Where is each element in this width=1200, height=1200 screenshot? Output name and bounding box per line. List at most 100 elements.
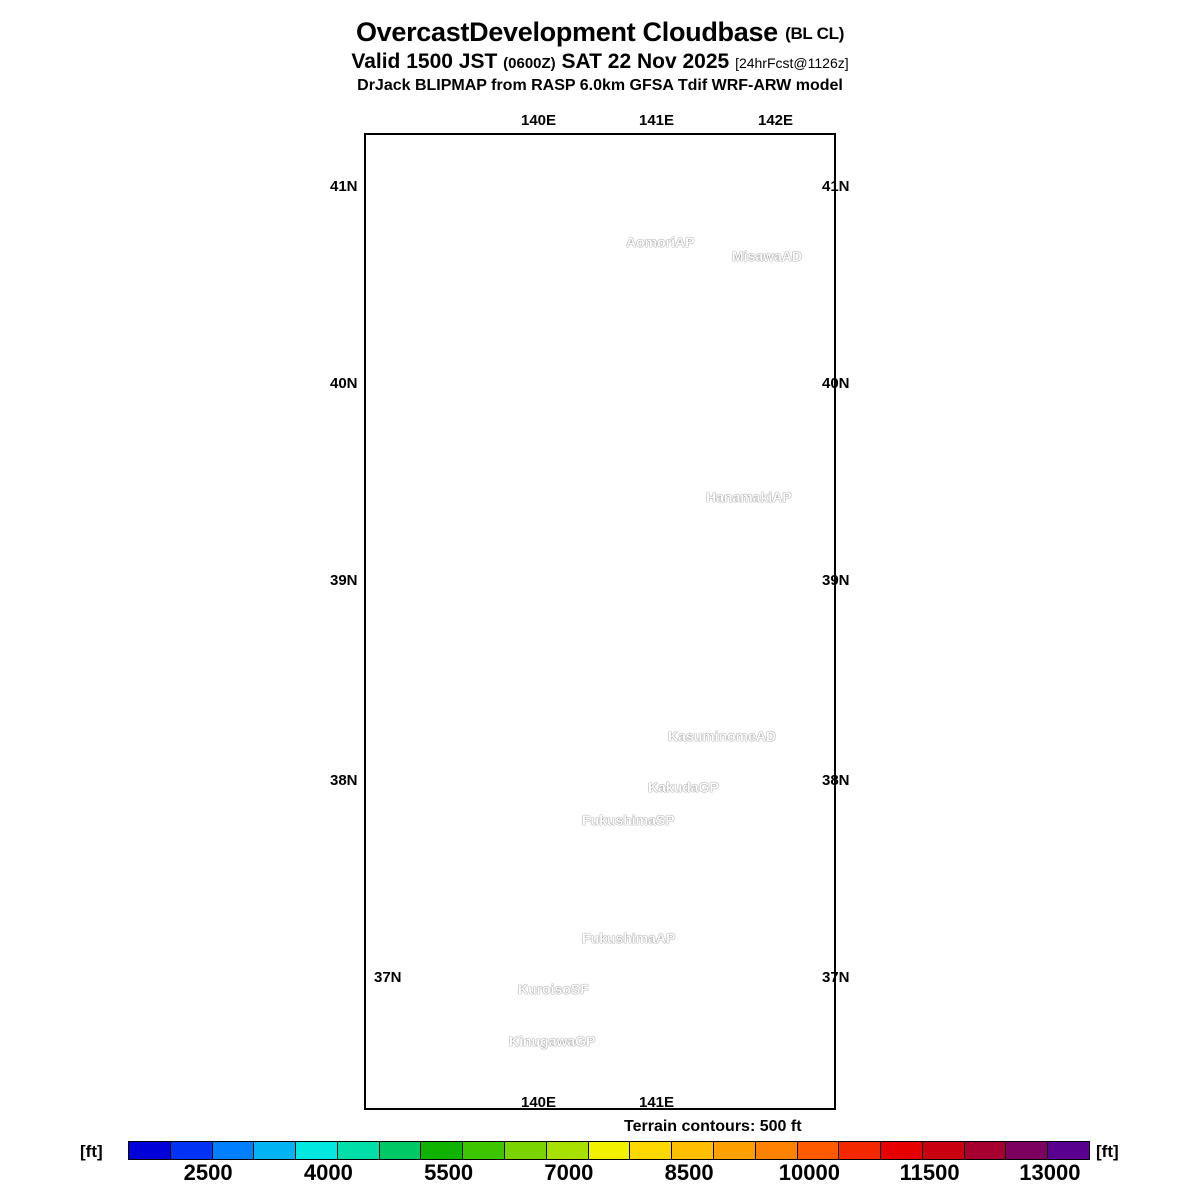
colorbar-tick: 11500	[899, 1160, 960, 1185]
station-dot-icon	[720, 252, 727, 260]
map-lat-label-left: 40N	[330, 375, 358, 392]
map-lat-label-right: 37N	[822, 969, 850, 986]
map-gridline-parallel	[366, 386, 834, 388]
station-dot-icon	[694, 493, 701, 501]
map-station-marker[interactable]: AomoriAP	[614, 234, 694, 250]
title-param-text: (BL CL)	[785, 24, 845, 43]
colorbar-swatch	[254, 1142, 297, 1159]
map-gridline-parallel	[366, 783, 834, 785]
map-lat-label-left: 38N	[330, 772, 358, 789]
colorbar-tick: 10000	[778, 1160, 840, 1185]
station-dot-icon	[656, 732, 663, 740]
map-station-marker[interactable]: KuroisoSF	[506, 981, 589, 997]
colorbar-tick: 8500	[664, 1160, 714, 1185]
colorbar-swatch	[546, 1142, 589, 1159]
map-lat-label-left: 37N	[374, 969, 402, 986]
colorbar-swatch	[881, 1142, 923, 1159]
terrain-contour-note: Terrain contours: 500 ft	[624, 1118, 802, 1135]
station-dot-icon	[570, 934, 577, 942]
colorbar-swatch	[713, 1142, 756, 1159]
colorbar-swatches	[128, 1141, 1090, 1160]
station-label: KuroisoSF	[518, 981, 589, 997]
station-label: AomoriAP	[626, 234, 695, 250]
station-dot-icon	[570, 816, 577, 824]
colorbar-swatch	[129, 1142, 171, 1159]
colorbar-tick: 5500	[424, 1160, 474, 1185]
map-lat-label-right: 41N	[822, 178, 850, 195]
colorbar-swatch	[421, 1142, 464, 1159]
map-panel[interactable]: AomoriAP MisawaAD HanamakiAP KasuminomeAD Ka…	[364, 133, 836, 1110]
map-station-marker[interactable]: KinugawaGP	[497, 1033, 595, 1049]
forecast-stamp-text: [24hrFcst@1126z]	[735, 55, 849, 72]
map-lon-label-top: 142E	[758, 112, 794, 129]
colorbar-swatch	[797, 1142, 840, 1159]
colorbar-swatch	[672, 1142, 714, 1159]
map-lat-label-left: 41N	[330, 178, 358, 195]
map-domain-dashed-box	[420, 188, 782, 1059]
station-dot-icon	[636, 783, 643, 791]
map-lon-label-top: 141E	[639, 112, 675, 129]
colorbar-swatch	[588, 1142, 631, 1159]
map-gridline-parallel	[366, 583, 834, 585]
colorbar-swatch	[1006, 1142, 1049, 1159]
colorbar-swatch	[296, 1142, 338, 1159]
colorbar-swatch	[337, 1142, 380, 1159]
colorbar-swatch	[170, 1142, 213, 1159]
map-station-marker[interactable]: MisawaAD	[720, 248, 802, 264]
colorbar-swatch	[505, 1142, 547, 1159]
valid-prefix-text: Valid 1500 JST	[351, 50, 498, 74]
map-raster	[366, 135, 834, 1108]
colorbar-swatch	[630, 1142, 673, 1159]
title-block: OvercastDevelopment Cloudbase (BL CL) Va…	[0, 18, 1200, 95]
model-line: DrJack BLIPMAP from RASP 6.0km GFSA Tdif…	[357, 77, 843, 95]
colorbar-tick: 2500	[183, 1160, 233, 1185]
map-station-marker[interactable]: KasuminomeAD	[656, 728, 776, 744]
station-label: HanamakiAP	[706, 489, 792, 505]
map-gridline-meridian	[545, 135, 547, 1108]
map-lon-label-bottom: 140E	[521, 1094, 557, 1111]
map-frame[interactable]: AomoriAP MisawaAD HanamakiAP KasuminomeAD Ka…	[364, 133, 836, 1110]
colorbar-unit-right: [ft]	[1096, 1142, 1119, 1161]
map-station-marker[interactable]: HanamakiAP	[694, 489, 792, 505]
station-label: KasuminomeAD	[668, 728, 777, 744]
colorbar[interactable]: [ft] [ft] 2500 4000 5500 7000 8500 10000 11500…	[0, 1141, 1200, 1197]
station-label: MisawaAD	[732, 248, 803, 264]
station-dot-icon	[506, 985, 513, 993]
map-lat-label-right: 38N	[822, 772, 850, 789]
colorbar-swatch	[922, 1142, 965, 1159]
valid-utc-text: (0600Z)	[503, 55, 556, 73]
map-lon-label-top: 140E	[521, 112, 557, 129]
map-lat-label-left: 39N	[330, 572, 358, 589]
map-gridline-parallel	[366, 980, 834, 982]
colorbar-swatch	[1048, 1142, 1089, 1159]
station-label: FukushimaSP	[582, 812, 675, 828]
colorbar-swatch	[463, 1142, 506, 1159]
colorbar-swatch	[755, 1142, 798, 1159]
colorbar-swatch	[839, 1142, 882, 1159]
colorbar-tick: 13000	[1019, 1160, 1081, 1185]
colorbar-tick-labels: 2500 4000 5500 7000 8500 10000 11500 13000	[128, 1160, 1090, 1190]
valid-date-text: SAT 22 Nov 2025	[561, 50, 730, 74]
map-gridline-meridian	[663, 135, 665, 1108]
station-label: KakudaGP	[648, 779, 719, 795]
colorbar-tick: 7000	[544, 1160, 594, 1185]
map-station-marker[interactable]: KakudaGP	[636, 779, 719, 795]
map-lat-label-right: 39N	[822, 572, 850, 589]
station-dot-icon	[614, 238, 621, 246]
station-dot-icon	[497, 1037, 504, 1045]
colorbar-swatch	[379, 1142, 422, 1159]
map-station-marker[interactable]: FukushimaSP	[570, 812, 675, 828]
page-title: OvercastDevelopment Cloudbase (BL CL)	[0, 18, 1200, 46]
title-main-text: OvercastDevelopment Cloudbase	[355, 17, 778, 47]
colorbar-swatch	[212, 1142, 255, 1159]
map-gridline-meridian	[782, 135, 784, 1108]
station-label: FukushimaAP	[582, 930, 676, 946]
map-lat-label-right: 40N	[822, 375, 850, 392]
colorbar-unit-left: [ft]	[80, 1142, 103, 1161]
map-station-marker[interactable]: FukushimaAP	[570, 930, 675, 946]
station-label: KinugawaGP	[509, 1033, 596, 1049]
colorbar-swatch	[964, 1142, 1007, 1159]
colorbar-tick: 4000	[303, 1160, 353, 1185]
valid-time-line: Valid 1500 JST (0600Z) SAT 22 Nov 2025 […	[0, 50, 1200, 74]
map-lon-label-bottom: 141E	[639, 1094, 675, 1111]
